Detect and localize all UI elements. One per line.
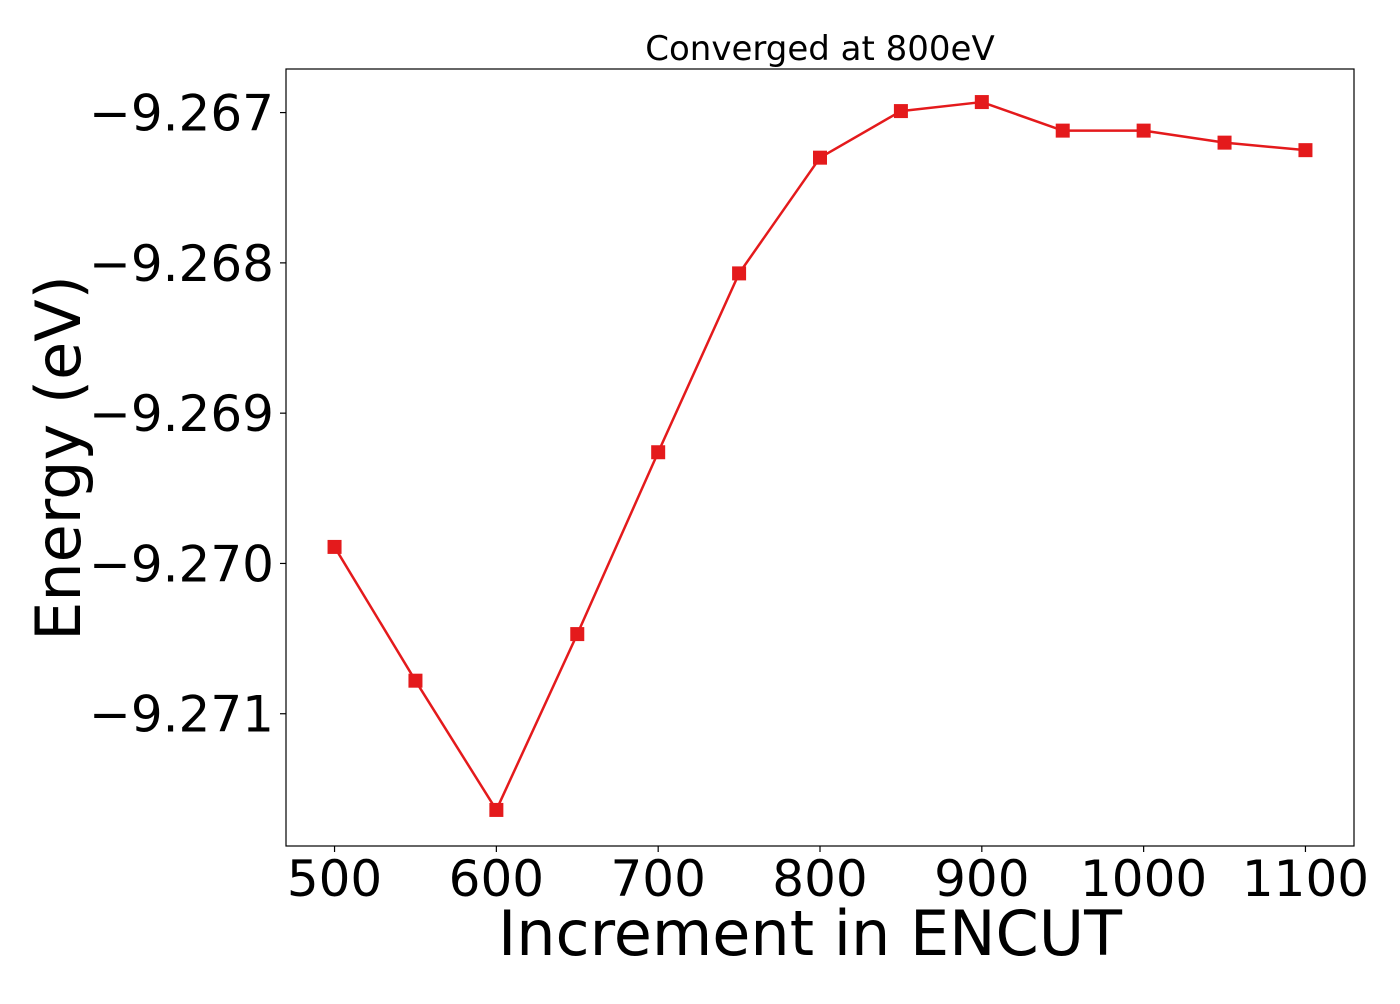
x-axis-label: Increment in ENCUT bbox=[498, 897, 1123, 970]
y-tick-label: −9.269 bbox=[89, 385, 274, 443]
data-point-marker bbox=[651, 445, 666, 460]
chart-title: Converged at 800eV bbox=[645, 29, 994, 69]
data-point-marker bbox=[1298, 143, 1313, 158]
series-layer bbox=[327, 95, 1313, 817]
data-point-marker bbox=[408, 673, 423, 688]
x-tick-label: 600 bbox=[449, 850, 544, 908]
data-point-marker bbox=[489, 802, 504, 817]
data-point-marker bbox=[732, 266, 747, 281]
y-tick-label: −9.271 bbox=[89, 686, 274, 744]
x-tick-label: 1100 bbox=[1242, 850, 1369, 908]
data-point-marker bbox=[813, 150, 827, 165]
data-point-marker bbox=[893, 104, 908, 119]
x-axis-ticks: 500 600 700 800 900 1000 1100 bbox=[287, 846, 1369, 908]
data-point-marker bbox=[1217, 135, 1232, 150]
x-tick-label: 500 bbox=[287, 850, 382, 908]
data-point-marker bbox=[327, 539, 342, 554]
series-line bbox=[333, 100, 1306, 812]
y-axis-ticks: −9.267 −9.268 −9.269 −9.270 −9.271 bbox=[89, 85, 286, 744]
x-tick-label: 900 bbox=[934, 850, 1029, 908]
data-point-marker bbox=[1136, 123, 1151, 138]
y-tick-label: −9.267 bbox=[89, 85, 274, 143]
data-point-marker bbox=[570, 627, 585, 642]
data-point-marker bbox=[1055, 123, 1070, 138]
y-tick-label: −9.268 bbox=[89, 235, 274, 293]
x-tick-label: 700 bbox=[610, 850, 705, 908]
x-tick-label: 1000 bbox=[1080, 850, 1207, 908]
x-tick-label: 800 bbox=[772, 850, 867, 908]
y-axis-label: Energy (eV) bbox=[22, 275, 95, 641]
y-tick-label: −9.270 bbox=[89, 535, 274, 593]
data-point-marker bbox=[974, 95, 989, 110]
